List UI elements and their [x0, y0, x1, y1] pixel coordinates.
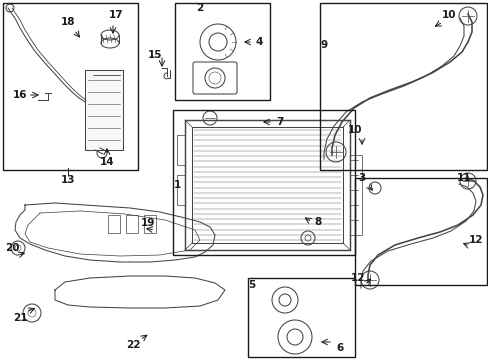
Bar [108, 215, 120, 233]
Text: 8: 8 [314, 217, 321, 227]
Text: 1: 1 [173, 180, 180, 190]
Bar [184, 120, 349, 250]
Bar [247, 278, 354, 357]
Text: 15: 15 [147, 50, 162, 60]
Bar [319, 3, 486, 170]
Bar [85, 70, 123, 150]
Bar [3, 3, 138, 170]
Text: 9: 9 [320, 40, 327, 50]
Text: 12: 12 [350, 273, 365, 283]
Text: 6: 6 [336, 343, 343, 353]
Text: 21: 21 [13, 313, 27, 323]
Text: 10: 10 [441, 10, 455, 20]
Text: 3: 3 [358, 173, 365, 183]
Text: 20: 20 [5, 243, 19, 253]
Text: 13: 13 [61, 175, 75, 185]
Text: 11: 11 [456, 173, 470, 183]
Text: 12: 12 [468, 235, 482, 245]
Text: 4: 4 [255, 37, 262, 47]
Bar [177, 175, 184, 205]
Text: 19: 19 [141, 218, 155, 228]
Bar [349, 155, 361, 235]
Text: 5: 5 [248, 280, 255, 290]
Text: 16: 16 [13, 90, 27, 100]
Text: 17: 17 [108, 10, 123, 20]
Bar [126, 215, 138, 233]
Text: 14: 14 [100, 157, 114, 167]
Text: 2: 2 [196, 3, 203, 13]
Text: 10: 10 [347, 125, 362, 135]
Bar [192, 127, 342, 243]
Text: 22: 22 [125, 340, 140, 350]
Bar [173, 110, 354, 255]
Bar [354, 178, 486, 285]
Bar [177, 135, 184, 165]
Text: 7: 7 [276, 117, 283, 127]
Text: 18: 18 [61, 17, 75, 27]
Bar [175, 3, 269, 100]
Bar [143, 215, 156, 233]
